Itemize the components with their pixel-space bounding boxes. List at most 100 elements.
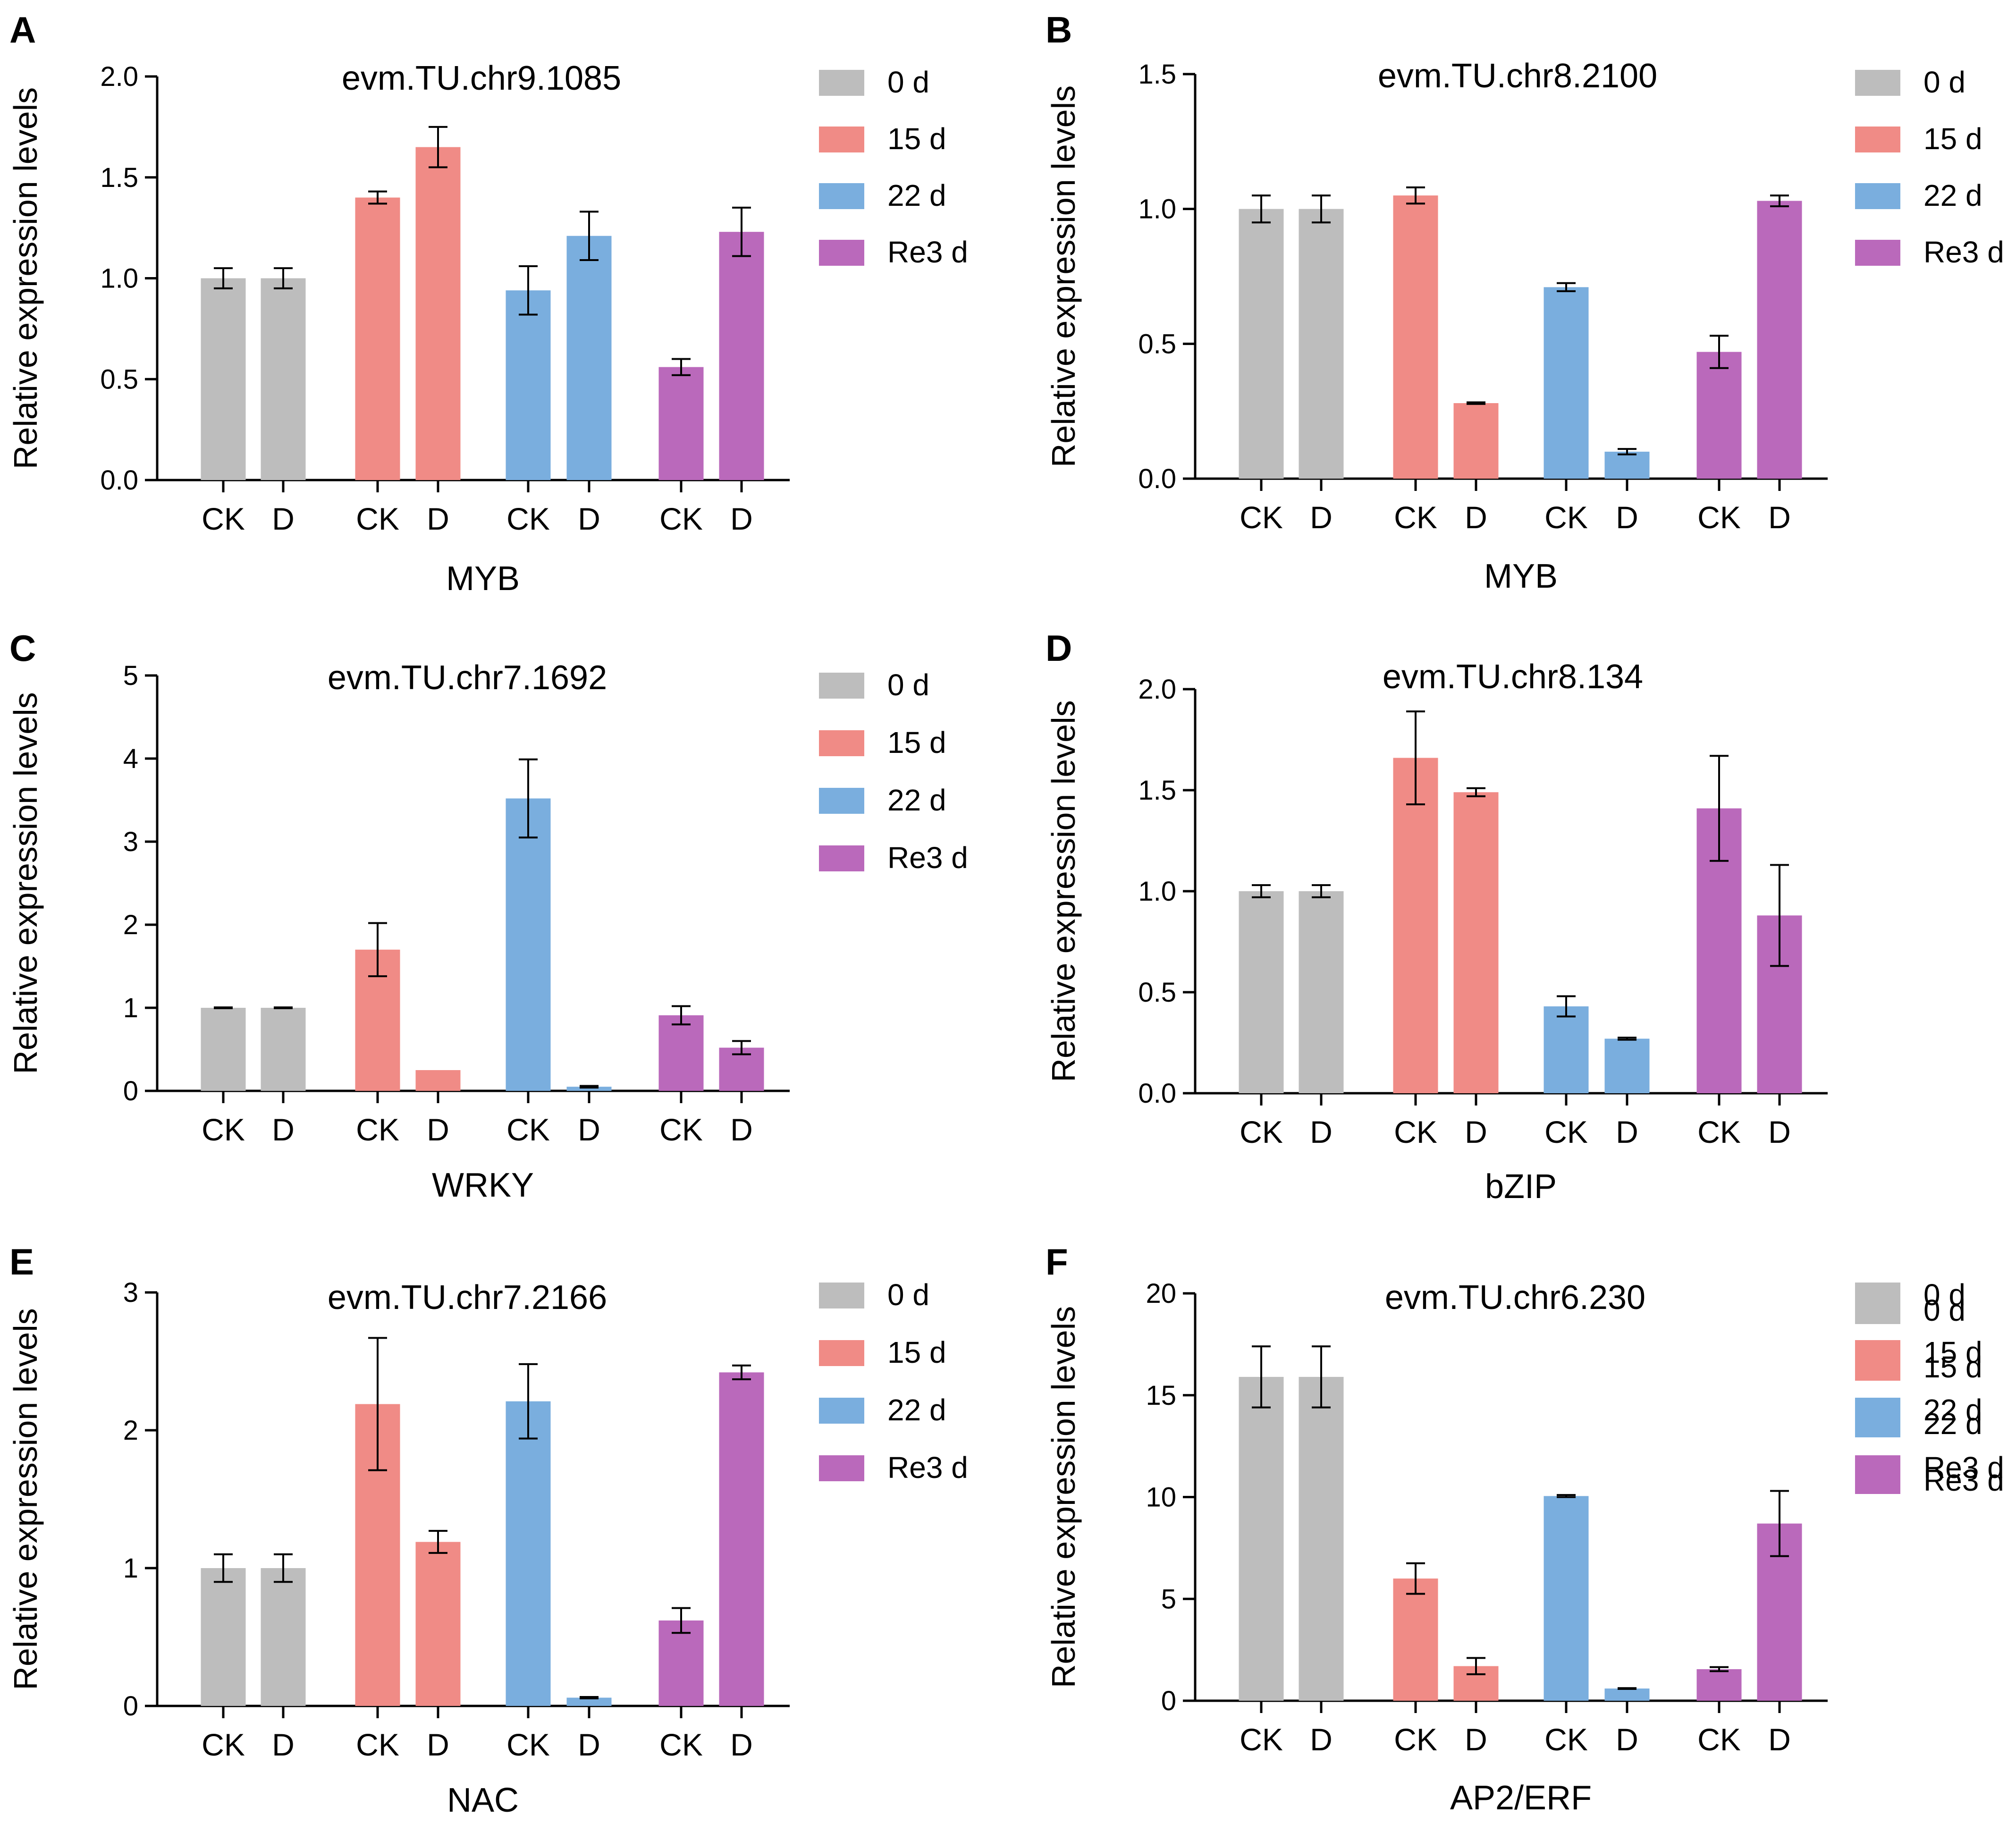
legend-swatch-0d bbox=[819, 673, 864, 699]
legend: 0 d 15 d 22 d Re3 d bbox=[1855, 65, 2004, 269]
chart-title: evm.TU.chr7.1692 bbox=[328, 659, 607, 697]
chart-title: evm.TU.chr9.1085 bbox=[342, 59, 621, 97]
legend-label: 22 d bbox=[887, 783, 946, 817]
legend-label: 22 d bbox=[887, 178, 946, 212]
bar-15d-d bbox=[415, 1542, 461, 1706]
legend-swatch-22d bbox=[1855, 183, 1900, 209]
x-tick-label: D bbox=[1310, 1722, 1333, 1757]
x-tick-label: D bbox=[578, 501, 600, 536]
panel-letter: A bbox=[9, 9, 36, 51]
panel-letter: E bbox=[9, 1241, 34, 1283]
y-tick-label: 0.0 bbox=[1138, 464, 1176, 494]
x-tick-label: CK bbox=[202, 1727, 245, 1762]
y-tick-label: 0 bbox=[123, 1076, 138, 1106]
legend-label: 22 d bbox=[887, 1393, 946, 1427]
x-axis-label: NAC bbox=[447, 1781, 519, 1819]
bar-re3d-d bbox=[719, 1372, 764, 1706]
y-axis-label: Relative expression levels bbox=[1045, 1306, 1082, 1688]
bar-0d-d bbox=[261, 278, 306, 480]
legend-label: 0 d bbox=[887, 65, 929, 99]
legend-swatch-0d bbox=[819, 70, 864, 96]
chart-title: evm.TU.chr8.134 bbox=[1383, 658, 1643, 696]
legend-swatch-15d bbox=[1855, 127, 1900, 152]
x-tick-label: D bbox=[1616, 1114, 1638, 1149]
legend-label: 0 d bbox=[1923, 65, 1965, 99]
legend-label: 15 d bbox=[887, 726, 946, 760]
x-tick-label: D bbox=[427, 1112, 449, 1147]
y-tick-label: 0.5 bbox=[100, 364, 138, 395]
bar-0d-ck bbox=[1239, 209, 1284, 479]
x-tick-label: D bbox=[1616, 500, 1638, 535]
legend-label: 15 d bbox=[1923, 1335, 1982, 1369]
bar-22d-ck bbox=[506, 1401, 551, 1706]
legend-swatch-re3d bbox=[1855, 240, 1900, 266]
bar-22d-d bbox=[1604, 1038, 1650, 1093]
legend-label: 22 d bbox=[1923, 178, 1982, 212]
bar-22d-ck bbox=[1544, 1496, 1589, 1701]
x-tick-label: CK bbox=[356, 1112, 399, 1147]
legend: 0 d 15 d 22 d Re3 d bbox=[819, 1278, 968, 1485]
chart-title: evm.TU.chr7.2166 bbox=[328, 1279, 607, 1317]
x-tick-label: CK bbox=[659, 1727, 703, 1762]
bar-0d-d bbox=[261, 1008, 306, 1091]
y-tick-label: 2 bbox=[123, 910, 138, 940]
bar-22d-d bbox=[1604, 1688, 1650, 1701]
bar-re3d-d bbox=[719, 232, 764, 480]
x-tick-label: D bbox=[1465, 1114, 1487, 1149]
bar-22d-ck bbox=[506, 290, 551, 480]
legend-swatch-15d bbox=[819, 730, 864, 756]
bar-0d-d bbox=[1299, 209, 1344, 479]
legend-swatch-re3d bbox=[1855, 1455, 1900, 1481]
bar-0d-d bbox=[261, 1568, 306, 1706]
x-tick-label: CK bbox=[506, 1112, 550, 1147]
bar-15d-ck bbox=[1393, 1578, 1438, 1701]
legend: 0 d 15 d 22 d Re3 d bbox=[819, 65, 968, 269]
y-tick-label: 0.0 bbox=[1138, 1078, 1176, 1109]
y-tick-label: 0.5 bbox=[1138, 329, 1176, 359]
legend-label: 15 d bbox=[1923, 122, 1982, 156]
x-tick-label: CK bbox=[1544, 1722, 1588, 1757]
y-tick-label: 0.5 bbox=[1138, 977, 1176, 1008]
bar-re3d-ck bbox=[658, 367, 704, 480]
bar-re3d-ck bbox=[658, 1620, 704, 1706]
bar-22d-ck bbox=[1544, 1006, 1589, 1093]
x-tick-label: CK bbox=[1544, 1114, 1588, 1149]
legend-swatch-22d bbox=[819, 1398, 864, 1424]
y-axis-label: Relative expression levels bbox=[7, 692, 44, 1074]
bar-0d-ck bbox=[201, 1568, 246, 1706]
y-axis-label: Relative expression levels bbox=[1045, 85, 1082, 467]
y-tick-label: 3 bbox=[123, 827, 138, 857]
bar-22d-d bbox=[566, 1087, 612, 1091]
legend-swatch-15d bbox=[1855, 1340, 1900, 1366]
y-tick-label: 15 bbox=[1146, 1380, 1176, 1411]
legend-swatch-0d bbox=[819, 1283, 864, 1308]
x-tick-label: D bbox=[1310, 500, 1333, 535]
y-tick-label: 2.0 bbox=[1138, 674, 1176, 705]
legend-label: Re3 d bbox=[887, 235, 968, 269]
legend-swatch-0d bbox=[1855, 70, 1900, 96]
bar-0d-ck bbox=[201, 278, 246, 480]
x-tick-label: CK bbox=[1697, 500, 1741, 535]
x-axis-label: MYB bbox=[1484, 557, 1558, 595]
x-tick-label: CK bbox=[202, 1112, 245, 1147]
bar-0d-d bbox=[1299, 891, 1344, 1093]
legend-swatch-22d bbox=[1855, 1398, 1900, 1424]
bar-re3d-ck bbox=[1696, 352, 1742, 479]
y-tick-label: 0 bbox=[123, 1691, 138, 1722]
x-tick-label: D bbox=[427, 1727, 449, 1762]
x-tick-label: D bbox=[1616, 1722, 1638, 1757]
x-tick-label: CK bbox=[1240, 500, 1283, 535]
x-tick-label: D bbox=[730, 1112, 753, 1147]
x-axis-label: WRKY bbox=[432, 1166, 534, 1204]
y-tick-label: 4 bbox=[123, 743, 138, 774]
x-tick-label: D bbox=[578, 1727, 600, 1762]
bar-15d-d bbox=[415, 1070, 461, 1091]
panel-letter: B bbox=[1046, 9, 1072, 51]
x-tick-label: CK bbox=[356, 501, 399, 536]
legend-label: 0 d bbox=[887, 668, 929, 702]
y-tick-label: 5 bbox=[123, 660, 138, 691]
